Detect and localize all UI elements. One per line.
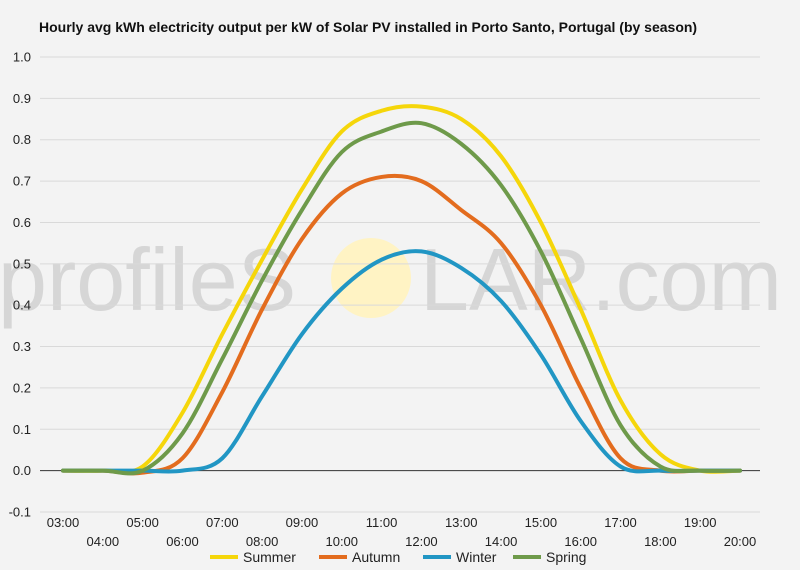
series-lines (61, 104, 742, 476)
y-tick-label: -0.1 (9, 505, 31, 520)
series-line-autumn (61, 173, 742, 476)
y-axis: -0.1 0.0 0.1 0.2 0.3 0.4 0.5 0.6 0.7 0.8 0.9 1.0 (9, 50, 31, 520)
x-tick-label: 18:00 (644, 534, 677, 549)
y-tick-label: 0.5 (13, 256, 31, 271)
x-tick-label: 07:00 (206, 515, 239, 530)
y-tick-label: 0.8 (13, 132, 31, 147)
x-tick-label: 11:00 (366, 515, 398, 530)
legend-label-autumn: Autumn (352, 549, 400, 565)
x-tick-label: 09:00 (286, 515, 319, 530)
series-line-spring (61, 120, 742, 476)
grid-lines (40, 56, 760, 513)
x-tick-label: 08:00 (246, 534, 279, 549)
legend: Summer Autumn Winter Spring (210, 549, 586, 565)
y-tick-label: 0.6 (13, 215, 31, 230)
y-tick-label: 0.2 (13, 380, 31, 395)
watermark-sun (331, 238, 411, 318)
x-tick-label: 13:00 (445, 515, 478, 530)
series-line-winter (61, 249, 742, 474)
series-line-summer (61, 104, 742, 474)
x-tick-label: 03:00 (47, 515, 80, 530)
y-tick-label: 0.1 (13, 422, 31, 437)
x-tick-label: 06:00 (166, 534, 199, 549)
x-tick-label: 20:00 (724, 534, 757, 549)
x-tick-label: 12:00 (405, 534, 438, 549)
x-tick-label: 14:00 (485, 534, 518, 549)
legend-label-summer: Summer (243, 549, 296, 565)
watermark-text-right: LAR.com (420, 230, 782, 329)
watermark: profileS LAR.com (0, 230, 782, 329)
y-tick-label: 1.0 (13, 50, 31, 65)
x-tick-label: 05:00 (126, 515, 159, 530)
x-tick-label: 17:00 (604, 515, 637, 530)
y-tick-label: 0.7 (13, 174, 31, 189)
y-tick-label: 0.9 (13, 91, 31, 106)
x-axis: 03:00 04:00 05:00 06:00 07:00 08:00 09:00 10:00… (47, 515, 757, 549)
legend-label-winter: Winter (456, 549, 497, 565)
x-tick-label: 04:00 (87, 534, 120, 549)
legend-label-spring: Spring (546, 549, 586, 565)
x-tick-label: 16:00 (564, 534, 597, 549)
x-tick-label: 15:00 (525, 515, 558, 530)
y-tick-label: 0.4 (13, 298, 31, 313)
y-tick-label: 0.3 (13, 339, 31, 354)
x-tick-label: 19:00 (684, 515, 717, 530)
y-tick-label: 0.0 (13, 463, 31, 478)
x-tick-label: 10:00 (325, 534, 358, 549)
chart-title: Hourly avg kWh electricity output per kW… (39, 19, 697, 35)
